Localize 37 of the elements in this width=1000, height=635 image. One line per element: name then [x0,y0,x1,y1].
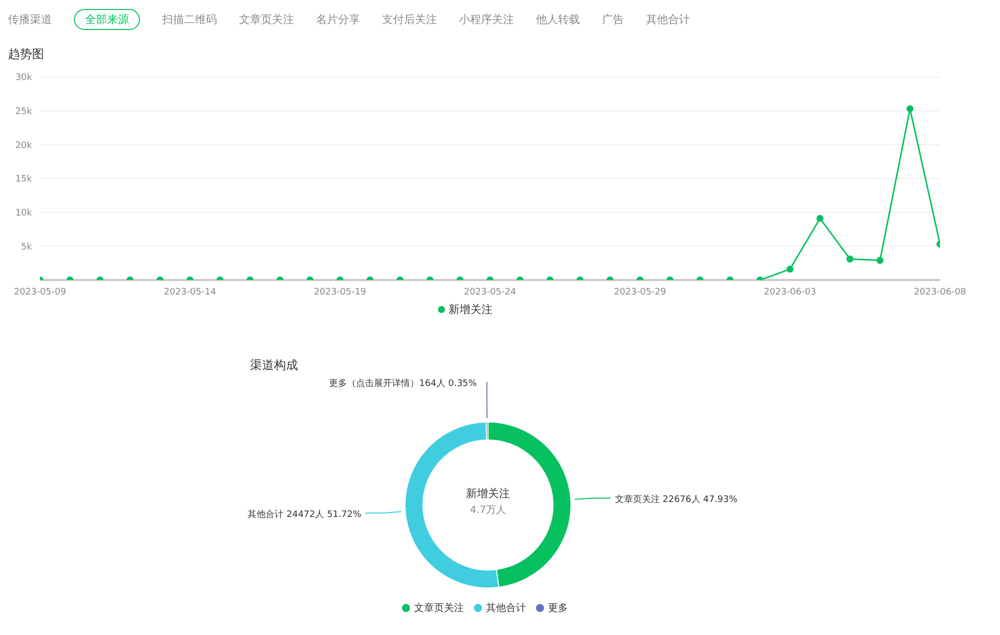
text: 新增关注 [466,487,510,500]
y-tick-label: 25k [15,107,33,118]
x-tick-label: 2023-05-09 [14,287,66,298]
legend-label: 文章页关注 [414,603,464,614]
point [876,256,884,264]
text: 文章页关注 [239,12,294,26]
data-label: 更多（点击展开详情）164人 0.35% [329,378,478,390]
text: 小程序关注 [459,12,514,26]
text: 名片分享 [316,12,360,26]
chart-title: 趋势图 [8,46,45,63]
x-tick-label: 2023-05-24 [464,287,516,298]
text: 扫描二维码 [162,12,217,26]
legend-label: 其他合计 [486,603,526,614]
legend-label: 新增关注 [448,303,492,316]
data-label: 其他合计 24472人 51.72% [248,508,362,520]
point [816,214,824,222]
point [906,105,914,112]
text: 他人转载 [536,12,580,26]
y-tick-label: 5k [21,242,33,252]
text: 支付后关注 [382,12,437,26]
text: 广告 [602,12,624,26]
x-tick-label: 2023-06-03 [764,287,816,298]
y-tick-label: 20k [15,140,33,151]
text: 4.7万人 [470,505,506,516]
y-tick-label: 10k [15,208,33,219]
data-label: 文章页关注 22676人 47.93% [614,494,738,506]
chart-title: 渠道构成 [250,358,298,372]
text: 其他合计 [646,12,690,26]
x-tick-label: 2023-05-14 [164,287,216,298]
x-tick-label: 2023-05-19 [314,287,366,298]
x-tick-label: 2023-05-29 [614,287,666,298]
x-tick-label: 2023-06-08 [914,287,966,298]
text: 全部来源 [74,8,140,30]
legend-label: 更多 [548,603,568,614]
y-tick-label: 15k [15,174,33,185]
text: 传播渠道 [8,12,52,26]
y-tick-label: 30k [15,73,33,84]
